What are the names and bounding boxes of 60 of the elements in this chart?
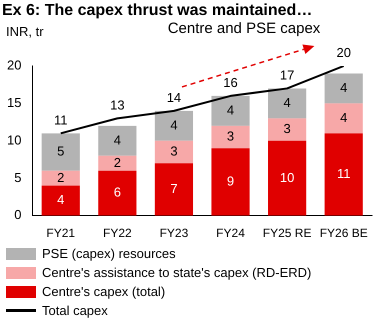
text: Centre and PSE capex <box>168 20 320 37</box>
x-tick-label: FY24 <box>216 226 246 240</box>
bar <box>154 110 194 141</box>
legend-label: Centre's assistance to state's capex (RD-ERD) <box>42 264 312 282</box>
legend-label: Centre's capex (total) <box>42 283 166 301</box>
y-tick-label: 15 <box>6 94 22 110</box>
data-label: 17 <box>280 68 294 83</box>
data-label: 7 <box>170 181 178 196</box>
bar <box>324 133 363 216</box>
bar <box>42 170 80 186</box>
data-label: 4 <box>284 94 291 110</box>
bar <box>211 126 250 148</box>
bar <box>42 186 80 216</box>
bar <box>268 88 306 118</box>
data-label: 3 <box>284 121 291 136</box>
data-label: 4 <box>170 117 178 132</box>
data-label: 4 <box>340 80 348 96</box>
y-tick-label: 0 <box>14 207 22 222</box>
chart-title: Ex 6: The capex thrust was maintained… <box>2 2 312 19</box>
x-tick-label: FY22 <box>103 226 132 240</box>
data-label: 13 <box>110 97 125 112</box>
data-label: 14 <box>166 90 182 105</box>
bar <box>324 73 363 104</box>
y-tick-label: 20 <box>6 58 22 73</box>
data-label: 9 <box>226 174 234 189</box>
data-label: 3 <box>170 144 178 159</box>
legend-label: Total capex <box>42 302 108 320</box>
data-label: 4 <box>114 132 121 148</box>
data-label: 4 <box>57 192 64 208</box>
bar <box>98 126 136 156</box>
data-label: 2 <box>114 154 121 170</box>
y-tick-label: 10 <box>6 132 22 148</box>
bar <box>268 118 306 141</box>
data-label: 20 <box>336 45 351 60</box>
bar <box>324 103 363 134</box>
data-label: 3 <box>226 128 234 144</box>
x-tick-label: FY23 <box>160 226 189 240</box>
data-label: 16 <box>223 75 238 90</box>
bar <box>42 133 80 171</box>
data-label: 2 <box>57 170 64 185</box>
bar <box>268 140 306 216</box>
data-label: 4 <box>340 110 348 125</box>
y-axis-title: INR, tr <box>6 24 44 39</box>
y-tick-label: 5 <box>14 170 22 185</box>
data-label: 5 <box>57 144 64 159</box>
legend-label: PSE (capex) resources <box>42 245 176 263</box>
data-label: 6 <box>114 184 121 200</box>
bar <box>211 96 250 126</box>
data-label: 11 <box>54 112 68 128</box>
data-label: 10 <box>280 170 294 185</box>
bar <box>211 148 250 216</box>
x-tick-label: FY25 RE <box>262 226 312 240</box>
x-tick-label: FY21 <box>46 226 76 240</box>
bar <box>154 163 194 216</box>
bar <box>98 156 136 171</box>
x-tick-label: FY26 BE <box>320 226 368 240</box>
data-label: 4 <box>226 102 234 118</box>
data-label: 11 <box>336 166 350 182</box>
bar <box>154 140 194 164</box>
bar <box>98 170 136 216</box>
